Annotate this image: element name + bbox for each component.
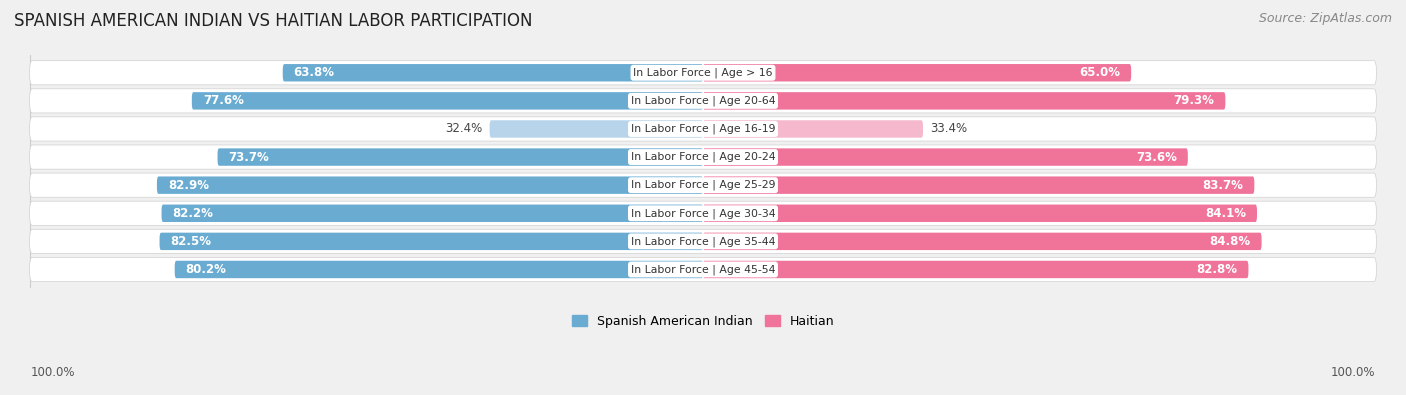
FancyBboxPatch shape [703,261,1249,278]
Text: 73.7%: 73.7% [229,150,270,164]
Text: 82.9%: 82.9% [167,179,209,192]
Text: 84.1%: 84.1% [1205,207,1246,220]
Text: In Labor Force | Age 25-29: In Labor Force | Age 25-29 [631,180,775,190]
FancyBboxPatch shape [218,149,703,166]
FancyBboxPatch shape [283,64,703,81]
Text: 100.0%: 100.0% [1330,366,1375,379]
FancyBboxPatch shape [703,177,1254,194]
FancyBboxPatch shape [703,92,1226,109]
FancyBboxPatch shape [30,229,1376,254]
FancyBboxPatch shape [703,205,1257,222]
FancyBboxPatch shape [703,149,1188,166]
Text: In Labor Force | Age 45-54: In Labor Force | Age 45-54 [631,264,775,275]
FancyBboxPatch shape [162,205,703,222]
FancyBboxPatch shape [30,89,1376,113]
Text: 32.4%: 32.4% [446,122,482,135]
Text: Source: ZipAtlas.com: Source: ZipAtlas.com [1258,12,1392,25]
FancyBboxPatch shape [191,92,703,109]
Text: In Labor Force | Age 35-44: In Labor Force | Age 35-44 [631,236,775,246]
FancyBboxPatch shape [30,61,1376,85]
Text: 65.0%: 65.0% [1080,66,1121,79]
Text: 84.8%: 84.8% [1209,235,1250,248]
FancyBboxPatch shape [174,261,703,278]
Text: 82.8%: 82.8% [1197,263,1237,276]
Text: 73.6%: 73.6% [1136,150,1177,164]
Text: SPANISH AMERICAN INDIAN VS HAITIAN LABOR PARTICIPATION: SPANISH AMERICAN INDIAN VS HAITIAN LABOR… [14,12,533,30]
FancyBboxPatch shape [159,233,703,250]
Text: In Labor Force | Age 16-19: In Labor Force | Age 16-19 [631,124,775,134]
FancyBboxPatch shape [30,258,1376,282]
Legend: Spanish American Indian, Haitian: Spanish American Indian, Haitian [567,310,839,333]
Text: 100.0%: 100.0% [31,366,76,379]
FancyBboxPatch shape [30,201,1376,226]
Text: In Labor Force | Age 20-64: In Labor Force | Age 20-64 [631,96,775,106]
FancyBboxPatch shape [489,120,703,138]
Text: 82.2%: 82.2% [173,207,214,220]
FancyBboxPatch shape [30,173,1376,197]
FancyBboxPatch shape [703,233,1261,250]
Text: 63.8%: 63.8% [294,66,335,79]
FancyBboxPatch shape [30,145,1376,169]
FancyBboxPatch shape [703,64,1132,81]
Text: In Labor Force | Age > 16: In Labor Force | Age > 16 [633,68,773,78]
Text: 80.2%: 80.2% [186,263,226,276]
Text: In Labor Force | Age 20-24: In Labor Force | Age 20-24 [631,152,775,162]
Text: 77.6%: 77.6% [202,94,243,107]
FancyBboxPatch shape [30,117,1376,141]
Text: 79.3%: 79.3% [1174,94,1215,107]
Text: 83.7%: 83.7% [1202,179,1243,192]
Text: 82.5%: 82.5% [170,235,211,248]
FancyBboxPatch shape [157,177,703,194]
Text: 33.4%: 33.4% [931,122,967,135]
FancyBboxPatch shape [703,120,922,138]
Text: In Labor Force | Age 30-34: In Labor Force | Age 30-34 [631,208,775,218]
